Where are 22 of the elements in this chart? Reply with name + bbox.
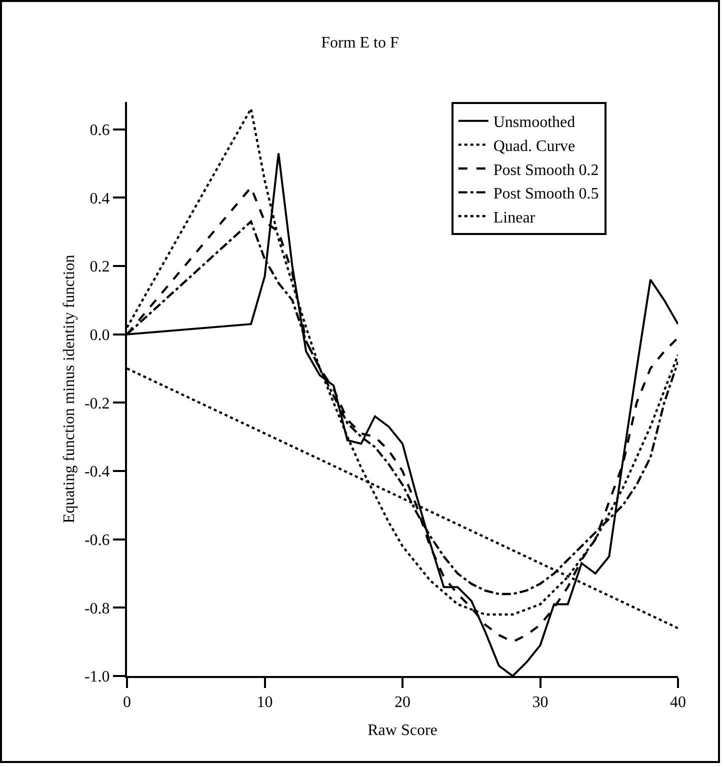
x-tick-label: 30 bbox=[532, 694, 548, 712]
x-tick-label: 40 bbox=[670, 694, 686, 712]
y-tick-label: 0.0 bbox=[90, 326, 110, 344]
y-tick-label: -0.6 bbox=[84, 532, 110, 549]
chart-title: Form E to F bbox=[321, 34, 399, 52]
legend-label: Linear bbox=[493, 209, 536, 226]
legend-label: Quad. Curve bbox=[493, 138, 576, 155]
x-tick-label: 20 bbox=[394, 694, 410, 712]
legend-label: Post Smooth 0.2 bbox=[493, 162, 599, 179]
x-tick-label: 0 bbox=[123, 694, 131, 712]
y-tick-label: 0.4 bbox=[90, 190, 110, 208]
y-tick-label: -0.8 bbox=[84, 600, 110, 618]
y-tick-label: -0.4 bbox=[84, 464, 110, 481]
x-axis-title: Raw Score bbox=[368, 722, 438, 739]
y-tick-label: -0.2 bbox=[84, 395, 110, 412]
legend-label: Unsmoothed bbox=[493, 114, 576, 132]
y-tick-label: -1.0 bbox=[84, 668, 110, 686]
y-tick-label: 0.2 bbox=[90, 258, 110, 276]
y-axis-title: Equating function minus identity function bbox=[60, 254, 78, 524]
y-tick-label: 0.6 bbox=[90, 122, 110, 139]
legend-label: Post Smooth 0.5 bbox=[493, 186, 599, 203]
x-tick-label: 10 bbox=[256, 694, 273, 712]
